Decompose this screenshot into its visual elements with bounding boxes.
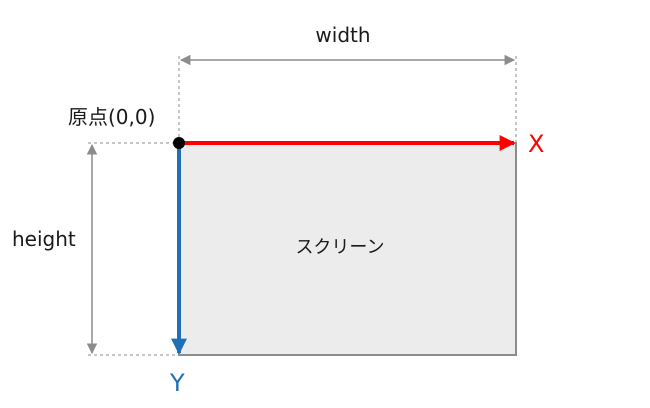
- screen-label: スクリーン: [295, 237, 384, 258]
- x-axis-label: X: [528, 130, 544, 158]
- width-label: width: [315, 23, 370, 47]
- screen-rectangle: [178, 142, 517, 356]
- y-axis-label: Y: [169, 369, 185, 397]
- origin-dot: [173, 137, 185, 149]
- origin-label: 原点(0,0): [68, 105, 155, 129]
- height-label: height: [12, 227, 76, 251]
